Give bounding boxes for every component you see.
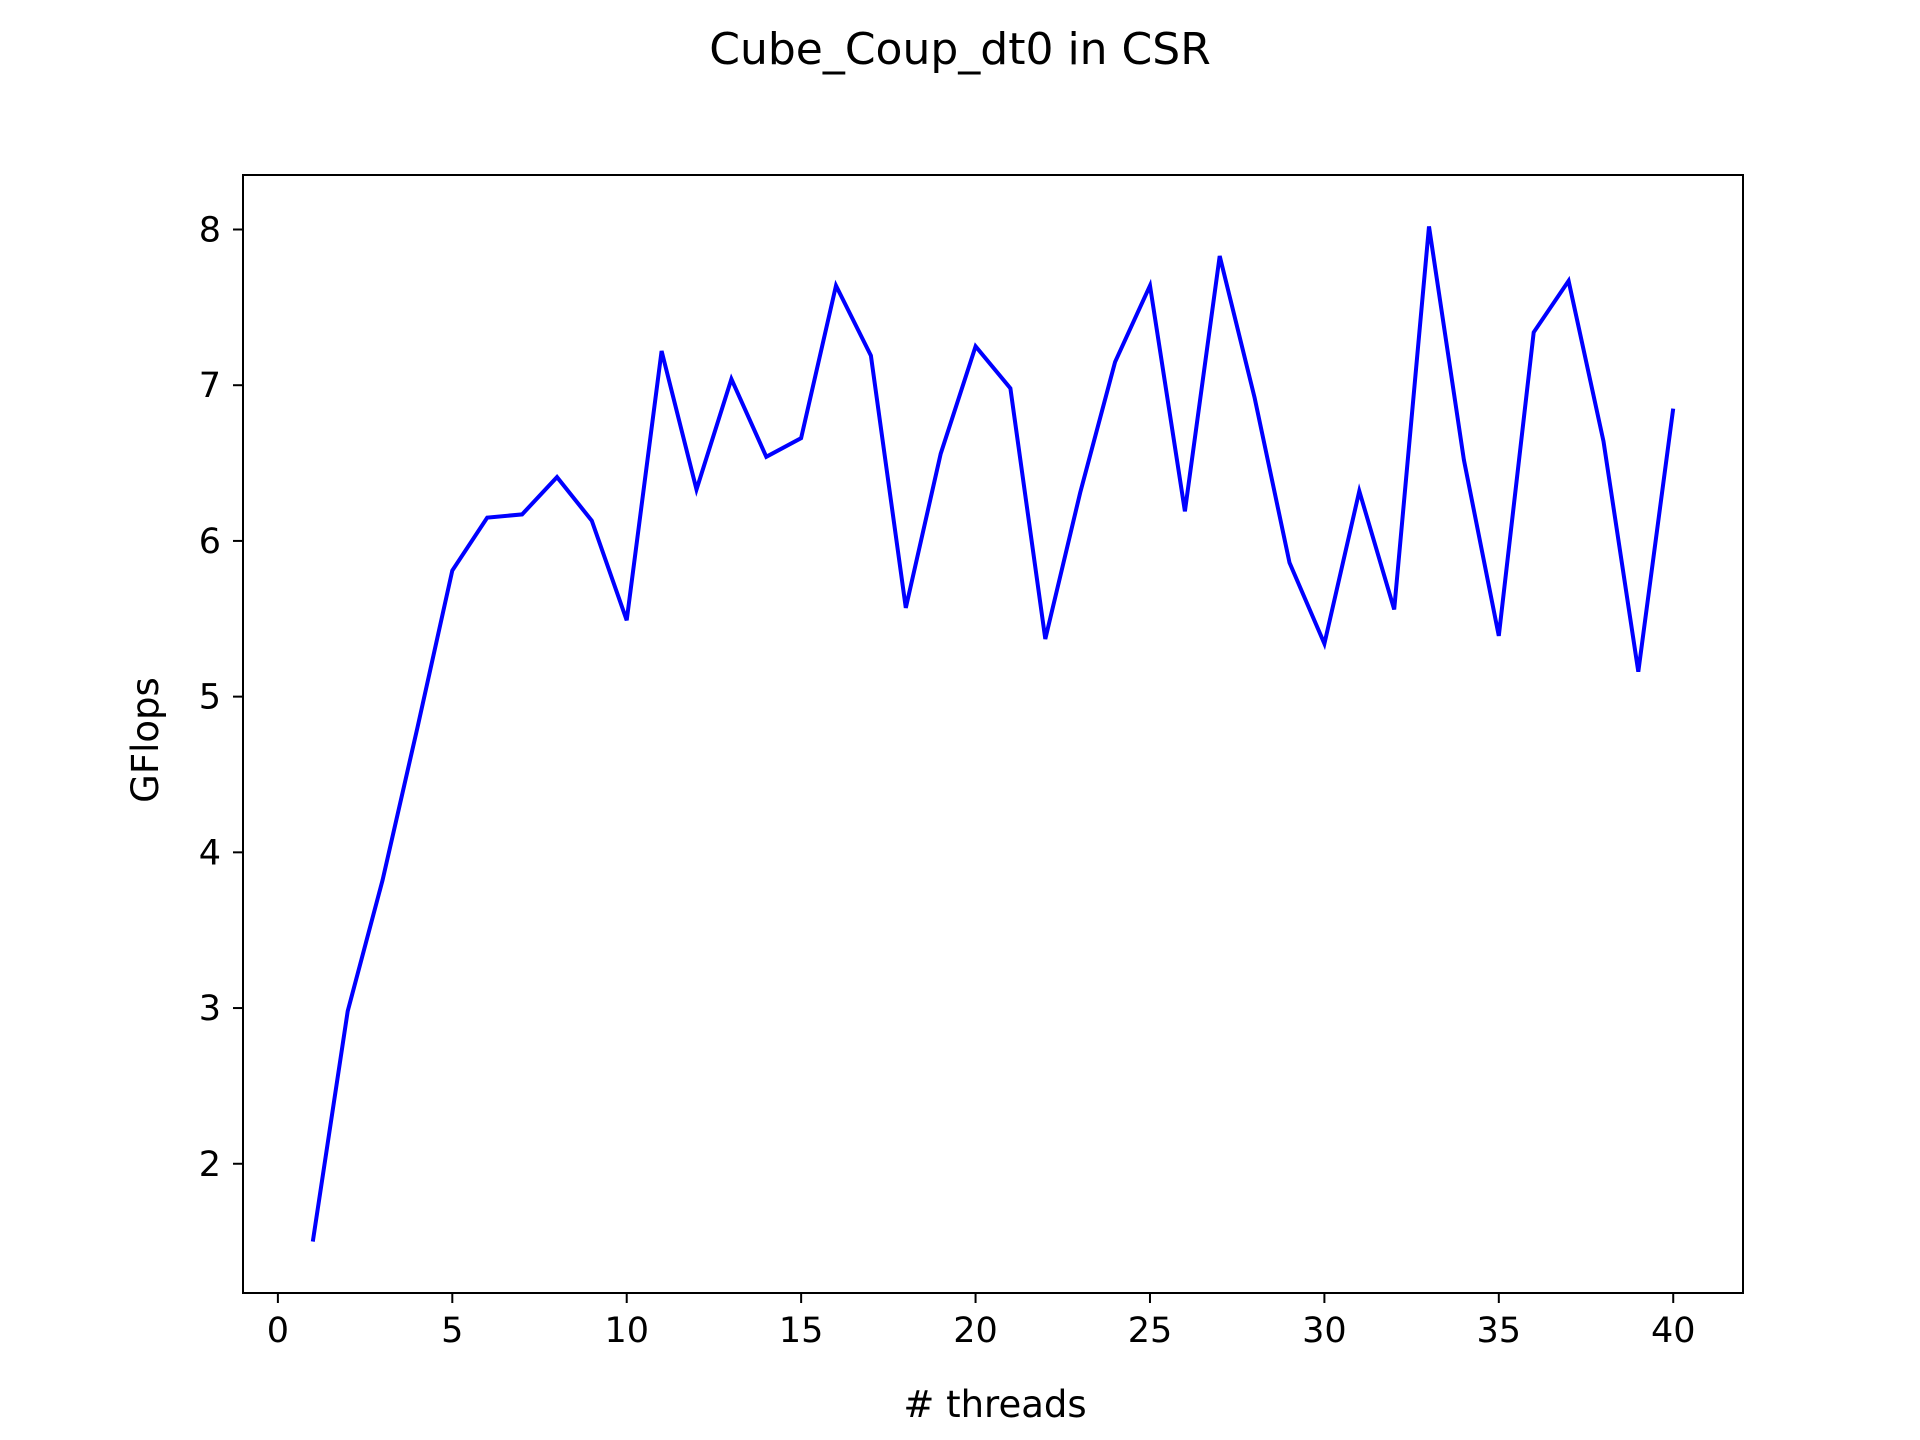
chart-title: Cube_Coup_dt0 in CSR	[709, 24, 1211, 75]
y-tick-label-3: 3	[199, 989, 221, 1029]
x-tick-label-30: 30	[1302, 1311, 1347, 1351]
y-tick-label-4: 4	[199, 833, 221, 873]
plot-frame	[242, 174, 1744, 1294]
x-tick-label-5: 5	[441, 1311, 463, 1351]
x-tick-label-10: 10	[604, 1311, 649, 1351]
x-tick-label-40: 40	[1651, 1311, 1696, 1351]
x-tick-label-25: 25	[1128, 1311, 1173, 1351]
y-tick-label-8: 8	[199, 210, 221, 250]
x-tick-label-35: 35	[1477, 1311, 1522, 1351]
y-tick-label-2: 2	[199, 1145, 221, 1185]
y-tick-label-5: 5	[199, 678, 221, 718]
y-tick-label-6: 6	[199, 522, 221, 562]
y-axis-label: GFlops	[124, 677, 167, 803]
x-tick-label-20: 20	[953, 1311, 998, 1351]
y-tick-label-7: 7	[199, 366, 221, 406]
x-tick-label-0: 0	[267, 1311, 289, 1351]
series-line-0	[310, 226, 1676, 1242]
plot-area: 0 5 10 15 20 25 30 35 40 2 3 4 5 6 7 8	[199, 174, 1744, 1351]
x-tick-label-15: 15	[779, 1311, 824, 1351]
x-axis-label: # threads	[903, 1383, 1086, 1426]
